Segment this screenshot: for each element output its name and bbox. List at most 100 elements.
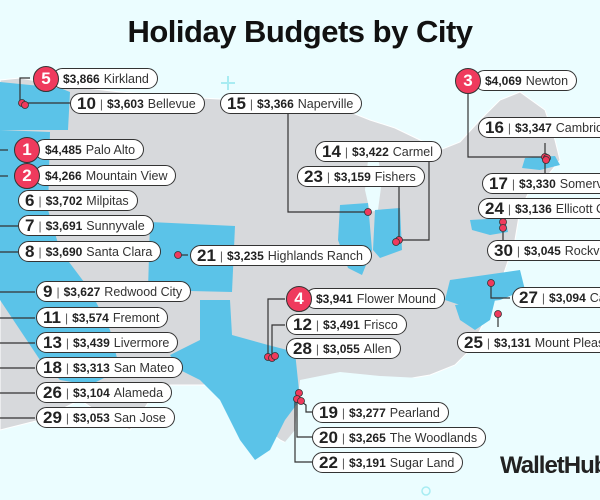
decorative-plus-icon (221, 76, 235, 90)
city-name: Carmel (392, 144, 434, 159)
separator: | (341, 405, 346, 420)
city-label-redwood-city[interactable]: 9 | $3,627 Redwood City (36, 281, 192, 302)
separator: | (511, 176, 516, 191)
city-label-ellicott-city[interactable]: 24 | $3,136 Ellicott City (478, 198, 600, 219)
city-label-cambridge[interactable]: 16 | $3,347 Cambridge (478, 117, 600, 138)
city-label-allen[interactable]: 28 | $3,055 Allen (286, 338, 401, 359)
city-label-newton[interactable]: $4,069 Newton (474, 70, 578, 91)
budget-amount: $3,045 (524, 243, 561, 258)
separator: | (38, 218, 42, 233)
city-name: Livermore (113, 335, 170, 350)
marker-cary (487, 279, 495, 287)
rank-badge: 4 (286, 286, 312, 312)
rank-number: 11 (43, 307, 61, 327)
budget-amount: $3,330 (519, 176, 556, 191)
separator: | (38, 193, 42, 208)
page-title: Holiday Budgets by City (127, 14, 473, 49)
city-label-fremont[interactable]: 11 | $3,574 Fremont (36, 307, 169, 328)
separator: | (65, 335, 70, 350)
budget-amount: $4,266 (45, 168, 82, 183)
state-washington (0, 82, 70, 130)
budget-amount: $3,053 (73, 410, 110, 425)
budget-amount: $3,627 (63, 284, 101, 299)
city-name: San Jose (113, 410, 166, 425)
city-name: Kirkland (103, 71, 149, 86)
city-name: San Mateo (113, 360, 175, 375)
city-label-palo-alto[interactable]: $4,485 Palo Alto (34, 139, 145, 160)
city-label-the-woodlands[interactable]: 20 | $3,265 The Woodlands (312, 427, 487, 448)
rank-number: 29 (43, 407, 62, 427)
rank-number: 18 (43, 357, 62, 377)
city-name: Frisco (363, 317, 398, 332)
rank-number: 16 (485, 117, 504, 137)
city-label-sugar-land[interactable]: 22 | $3,191 Sugar Land (312, 452, 464, 473)
city-label-kirkland[interactable]: $3,866 Kirkland (52, 68, 158, 89)
separator: | (219, 248, 224, 263)
separator: | (65, 360, 70, 375)
city-label-santa-clara[interactable]: 8 | $3,690 Santa Clara (18, 241, 162, 262)
city-label-bellevue[interactable]: 10 | $3,603 Bellevue (70, 93, 205, 114)
city-name: Redwood City (104, 284, 183, 299)
budget-amount: $3,191 (349, 455, 386, 470)
budget-amount: $3,366 (257, 96, 294, 111)
city-label-mountain-view[interactable]: $4,266 Mountain View (34, 165, 177, 186)
separator: | (507, 120, 512, 135)
marker-sugar-land (297, 397, 305, 405)
city-label-cary[interactable]: 27 | $3,094 Cary (512, 287, 600, 308)
rank-number: 26 (43, 382, 62, 402)
budget-amount: $3,690 (45, 244, 83, 259)
city-label-san-mateo[interactable]: 18 | $3,313 San Mateo (36, 357, 184, 378)
decorative-circle-icon (421, 486, 431, 496)
separator: | (507, 201, 512, 216)
city-label-flower-mound[interactable]: $3,941 Flower Mound (305, 288, 445, 309)
marker-naperville (364, 208, 372, 216)
city-name: Palo Alto (85, 142, 136, 157)
city-label-fishers[interactable]: 23 | $3,159 Fishers (297, 166, 425, 187)
state-maryland (470, 218, 508, 235)
rank-number: 15 (227, 93, 246, 113)
rank-number: 30 (494, 240, 513, 260)
rank-badge: 3 (455, 68, 481, 94)
rank-badge: 1 (14, 137, 40, 163)
budget-amount: $3,104 (73, 385, 110, 400)
rank-number: 12 (293, 314, 312, 334)
rank-number: 8 (25, 241, 35, 261)
city-label-frisco[interactable]: 12 | $3,491 Frisco (286, 314, 407, 335)
city-label-carmel[interactable]: 14 | $3,422 Carmel (315, 141, 443, 162)
rank-badge: 5 (33, 66, 59, 92)
city-label-mount-pleasant[interactable]: 25 | $3,131 Mount Pleasant (457, 332, 600, 353)
marker-somerville (542, 156, 550, 164)
separator: | (65, 385, 70, 400)
rank-number: 25 (464, 332, 483, 352)
city-label-naperville[interactable]: 15 | $3,366 Naperville (220, 93, 363, 114)
marker-allen (271, 352, 279, 360)
rank-number: 19 (319, 402, 338, 422)
city-label-pearland[interactable]: 19 | $3,277 Pearland (312, 402, 449, 423)
city-label-somerville[interactable]: 17 | $3,330 Somerville (482, 173, 600, 194)
city-label-alameda[interactable]: 26 | $3,104 Alameda (36, 382, 173, 403)
marker-rockville (499, 224, 507, 232)
city-name: Pearland (389, 405, 440, 420)
city-label-milpitas[interactable]: 6 | $3,702 Milpitas (18, 190, 138, 211)
separator: | (341, 430, 346, 445)
city-label-sunnyvale[interactable]: 7 | $3,691 Sunnyvale (18, 215, 154, 236)
state-indiana (373, 208, 402, 258)
city-name: Mount Pleasant (534, 335, 600, 350)
separator: | (249, 96, 254, 111)
city-label-highlands-ranch[interactable]: 21 | $3,235 Highlands Ranch (190, 245, 372, 266)
city-name: Highlands Ranch (267, 248, 363, 263)
city-name: Cary (589, 290, 600, 305)
city-name: Sugar Land (389, 455, 455, 470)
budget-amount: $3,277 (349, 405, 386, 420)
city-label-livermore[interactable]: 13 | $3,439 Livermore (36, 332, 179, 353)
separator: | (344, 144, 349, 159)
rank-number: 28 (293, 338, 312, 358)
city-name: Cambridge (555, 120, 600, 135)
budget-amount: $3,691 (45, 218, 83, 233)
rank-number: 10 (77, 93, 96, 113)
city-name: Alameda (113, 385, 164, 400)
city-label-rockville[interactable]: 30 | $3,045 Rockville (487, 240, 600, 261)
city-name: Milpitas (86, 193, 129, 208)
separator: | (56, 284, 60, 299)
city-label-san-jose[interactable]: 29 | $3,053 San Jose (36, 407, 175, 428)
